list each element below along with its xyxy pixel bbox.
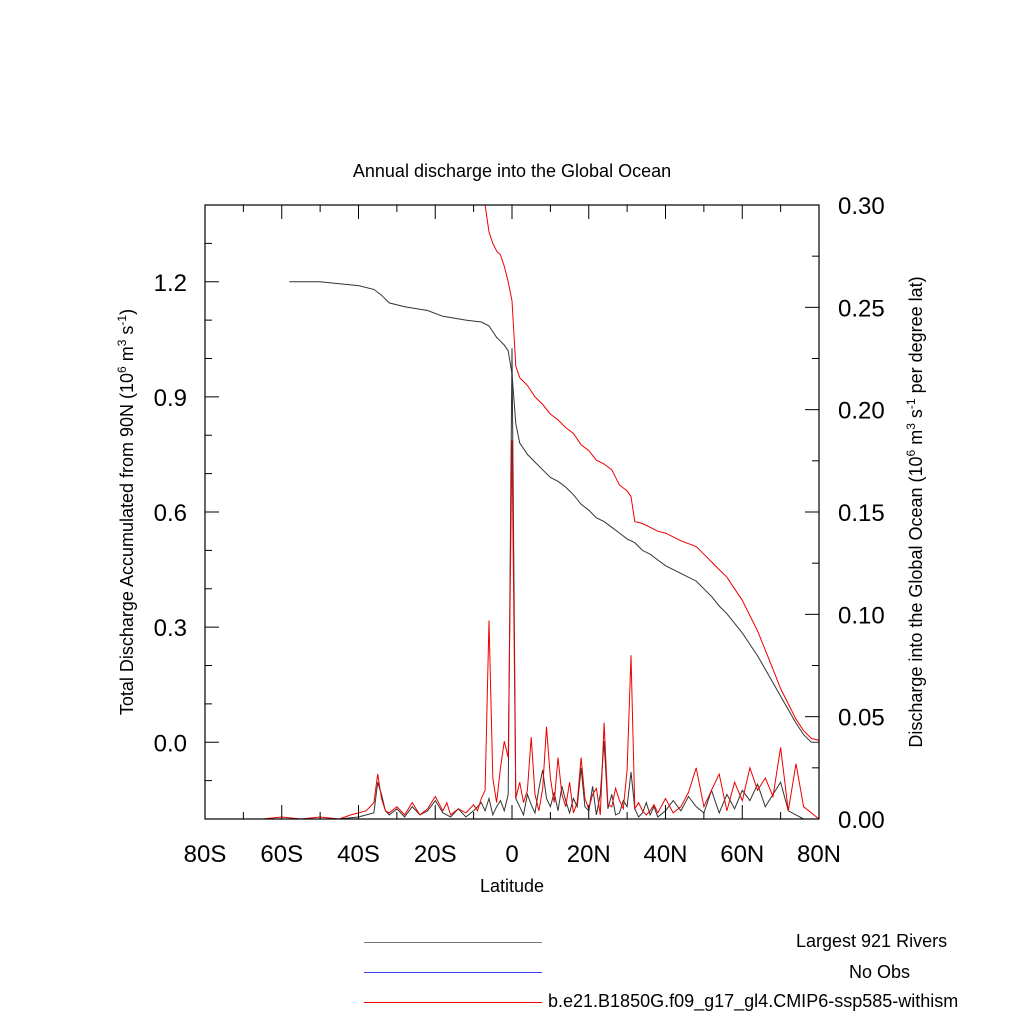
per-degree-lines [205,348,819,819]
x-tick-label: 20N [567,841,611,868]
x-tick-label: 60S [260,841,303,868]
x-tick-label: 40N [643,841,687,868]
y-axis-label-right: Discharge into the Global Ocean (106 m3 … [904,276,926,747]
x-tick-label: 0 [505,841,518,868]
y-tick-label-right: 0.15 [838,500,885,527]
x-tick-label: 60N [720,841,764,868]
per-degree-line-model [205,440,819,819]
x-tick-label: 80N [797,841,841,868]
tick-marks [204,204,820,820]
chart-title: Annual discharge into the Global Ocean [353,161,671,181]
y-tick-label-right: 0.00 [838,807,885,834]
per-degree-line-rivers [205,348,819,819]
y-tick-label-left: 0.0 [154,730,187,757]
y-tick-label-left: 0.3 [154,615,187,642]
cumulative-line-rivers [289,281,819,743]
y-tick-label-right: 0.05 [838,705,885,732]
tick-labels: 80S 60S 40S 20S 0 20N 40N 60N 80N 1.2 0.9 0.6 0.3 0.0… [154,193,885,868]
cumulative-line-model [484,205,819,741]
x-tick-label: 20S [414,841,457,868]
y-tick-label-left: 1.2 [154,270,187,297]
y-tick-label-left: 0.9 [154,385,187,412]
y-tick-label-left: 0.6 [154,500,187,527]
y-tick-label-right: 0.10 [838,602,885,629]
x-tick-label: 80S [184,841,227,868]
cumulative-lines [289,205,819,743]
y-tick-label-right: 0.20 [838,398,885,425]
y-axis-label-left: Total Discharge Accumulated from 90N (10… [115,309,137,715]
y-tick-label-right: 0.30 [838,193,885,220]
x-axis-label: Latitude [480,876,544,896]
y-tick-label-right: 0.25 [838,295,885,322]
plot-frame [204,204,820,820]
x-tick-label: 40S [337,841,380,868]
